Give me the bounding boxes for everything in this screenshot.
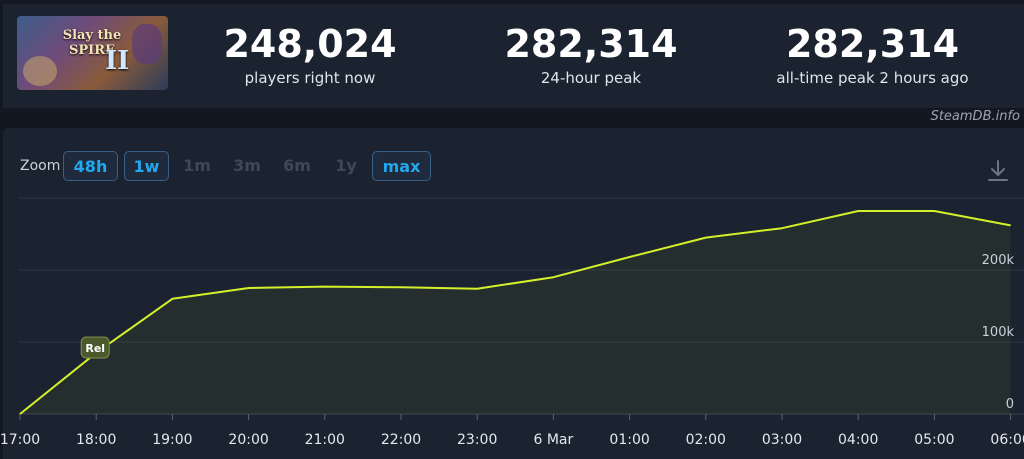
release-marker-label: Rel [85,342,105,355]
zoom-3m-button[interactable]: 3m [233,156,261,175]
x-tick-label: 6 Mar [534,432,574,448]
zoom-max-button[interactable]: max [372,151,431,181]
stat-label: 24-hour peak [540,69,642,87]
stat-value: 282,314 [504,22,678,66]
x-tick-label: 06:00 [990,432,1024,448]
game-logo-numeral: II [105,46,130,76]
x-tick-label: 22:00 [381,432,421,448]
stats-bar [3,4,1024,108]
stat-label: players right now [244,69,376,87]
zoom-6m-button[interactable]: 6m [283,156,311,175]
stat-24h-peak: 282,314 24-hour peak [486,22,696,88]
y-tick-label: 200k [982,253,1015,268]
steamdb-credit-link[interactable]: SteamDB.info [930,109,1020,124]
download-button[interactable] [985,158,1011,184]
art-figure-left [23,56,57,86]
x-tick-label: 19:00 [152,432,192,448]
grid-lines [18,197,1024,415]
stat-value: 248,024 [223,22,397,66]
annotations: Rel [80,336,110,359]
area-fill [20,211,1011,414]
x-tick-label: 04:00 [838,432,878,448]
stat-value: 282,314 [785,22,960,66]
zoom-1w-button[interactable]: 1w [124,151,169,181]
y-tick-label: 100k [982,325,1015,340]
stat-label: all-time peak 2 hours ago [776,69,969,87]
stat-all-time-peak: 282,314 all-time peak 2 hours ago [760,22,985,88]
zoom-48h-button[interactable]: 48h [63,151,118,181]
x-tick-label: 18:00 [76,432,116,448]
x-tick-label: 02:00 [686,432,726,448]
zoom-1m-button[interactable]: 1m [183,156,211,175]
stat-current-players: 248,024 players right now [205,22,415,88]
y-axis-ticks: 0 100k 200k [982,253,1015,412]
game-logo-text: Slay the SPIRE [62,28,122,58]
x-tick-label: 03:00 [762,432,802,448]
release-marker[interactable]: Rel [80,336,110,359]
y-tick-label: 0 [1006,397,1014,412]
chart-panel [3,128,1024,459]
download-icon [988,160,1008,181]
x-tick-label: 20:00 [228,432,268,448]
zoom-1y-button[interactable]: 1y [335,156,357,175]
x-tick-label: 01:00 [609,432,649,448]
release-marker-badge [80,336,110,359]
x-tick-label: 23:00 [457,432,497,448]
series-line [19,210,1011,415]
x-axis-ticks: 17:00 18:00 19:00 20:00 21:00 22:00 23:00 6 Mar… [0,414,1024,448]
series-area [20,211,1011,414]
game-capsule-image[interactable]: Slay the SPIRE II [17,16,168,90]
x-tick-label: 05:00 [914,432,954,448]
zoom-label: Zoom [20,158,61,174]
art-figure-right [132,24,162,64]
x-tick-label: 17:00 [0,432,40,448]
x-tick-label: 21:00 [305,432,345,448]
